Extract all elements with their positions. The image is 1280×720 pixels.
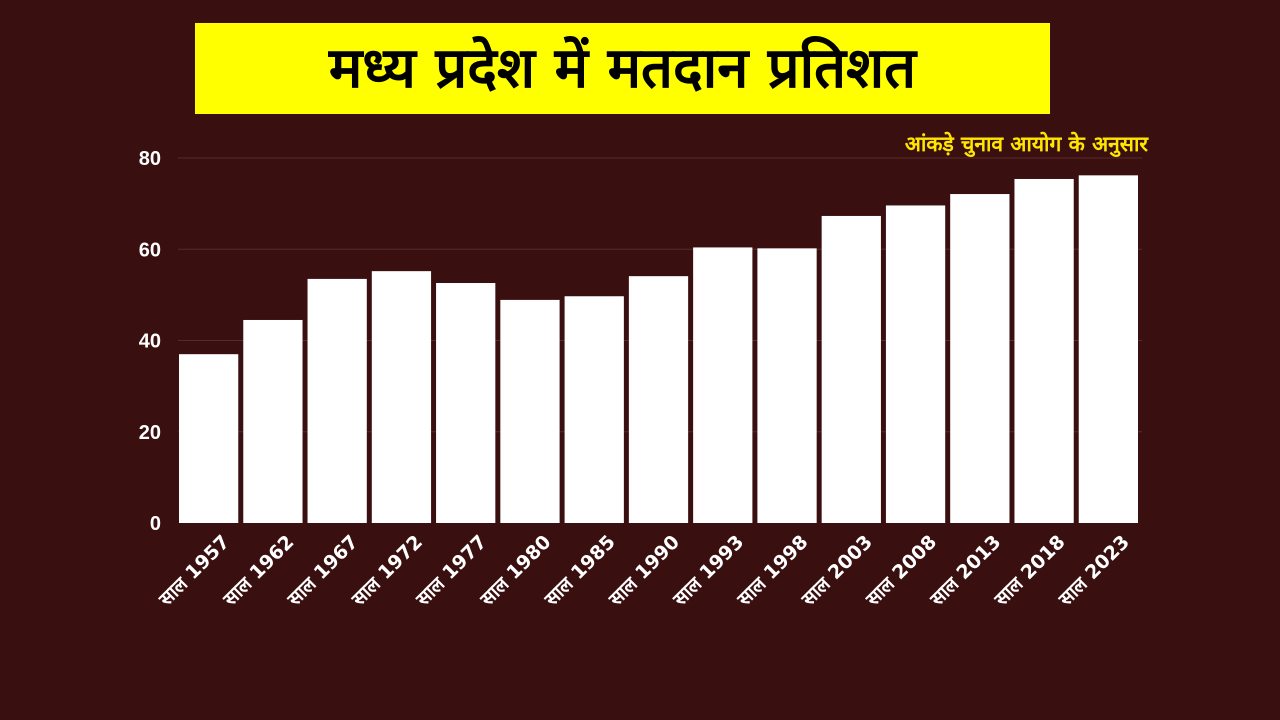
bar [950,194,1010,523]
chart-subtitle: आंकड़े चुनाव आयोग के अनुसार [904,132,1148,156]
bar [307,278,367,523]
y-tick-label: 60 [139,239,161,261]
bar [179,354,239,523]
bar [1014,178,1074,524]
bar [628,276,689,523]
bar [821,215,881,523]
bar [885,205,946,523]
bar [1078,175,1138,523]
bar [371,271,432,523]
bar [243,319,303,523]
y-tick-label: 40 [139,331,161,353]
y-tick-label: 80 [139,148,161,170]
y-tick-label: 20 [139,422,161,444]
bar [693,247,753,524]
bar [757,248,817,523]
chart-title: मध्य प्रदेश में मतदान प्रतिशत [328,35,917,101]
bar [500,299,560,523]
bars [179,175,1138,524]
bar [564,296,624,523]
bar [436,283,496,523]
y-axis-ticks: 0 20 40 60 80 [139,148,161,535]
y-tick-label: 0 [150,513,161,535]
title-banner: मध्य प्रदेश में मतदान प्रतिशत [195,23,1050,114]
